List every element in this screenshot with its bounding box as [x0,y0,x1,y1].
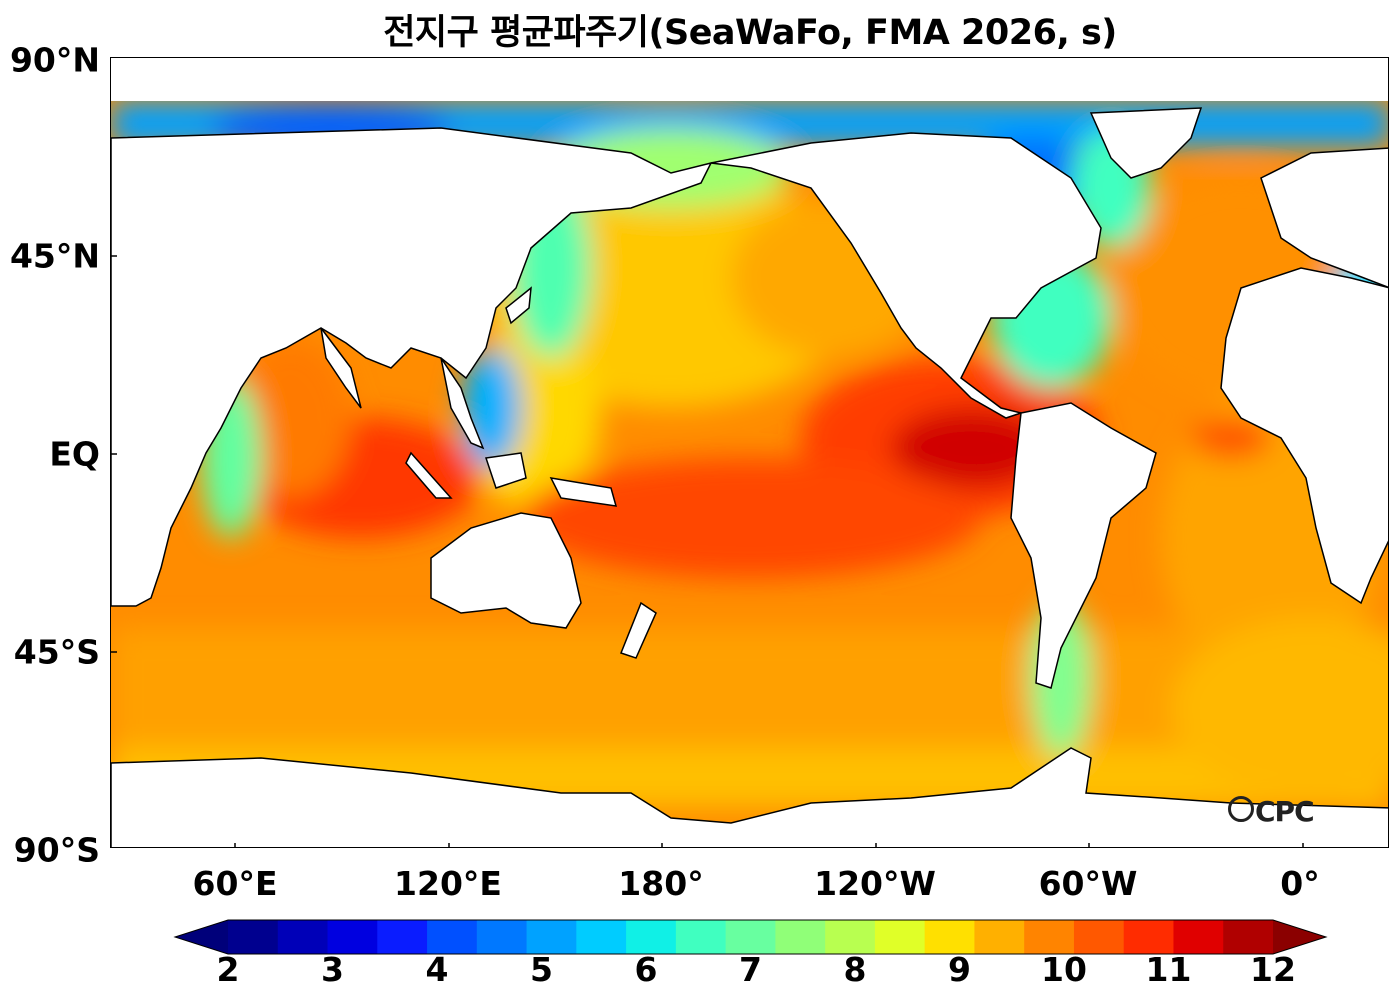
colorbar-under-arrow [175,920,228,954]
colorbar-bin [427,920,478,954]
lon-label-60w: 60°W [1038,864,1138,903]
map-title: 전지구 평균파주기(SeaWaFo, FMA 2026, s) [383,13,1117,53]
colorbar-bin [277,920,329,954]
colorbar-bin [874,920,926,954]
ocpc-logo-icon [1228,796,1254,822]
colorbar-bin [1223,920,1274,954]
colorbar-over-arrow [1273,920,1326,954]
colorbar-bin [327,920,378,954]
ocpc-logo: CPC [1228,795,1315,828]
lon-label-120e: 120°E [394,864,502,903]
colorbar-bin [626,920,677,954]
lat-label-90s: 90°S [13,830,100,870]
colorbar-bin [1173,920,1224,954]
lat-label-90n: 90°N [9,40,100,80]
wave-period-map [111,101,1388,847]
colorbar-tick-label: 12 [1250,950,1296,989]
colorbar-bin [228,920,279,954]
colorbar-bin [1024,920,1075,954]
colorbar-tick-label: 5 [530,950,553,989]
colorbar-tick-label: 3 [321,950,344,989]
axis-ticks [111,255,1304,847]
colorbar-bin [1123,920,1174,954]
colorbar-tick-label: 10 [1041,950,1087,989]
colorbar [173,919,1328,955]
colorbar-bin [377,920,428,954]
lon-label-180: 180° [618,864,704,903]
land-masses [111,107,1388,847]
wave-period-field [111,101,1388,847]
colorbar-bin [476,920,528,954]
colorbar-tick-label: 8 [843,950,867,989]
colorbar-tick-label: 11 [1145,950,1192,989]
lat-label-eq: EQ [49,434,100,474]
colorbar-tick-label: 7 [739,950,762,989]
colorbar-bin [1073,920,1125,954]
lon-label-120w: 120°W [814,864,936,903]
colorbar-bin [675,920,727,954]
lon-label-0: 0° [1280,864,1320,903]
colorbar-bin [725,920,776,954]
lat-label-45s: 45°S [13,632,100,672]
colorbar-bin [924,920,975,954]
colorbar-bin [825,920,876,954]
colorbar-tick-label: 9 [948,950,971,989]
colorbar-bin [576,920,627,954]
map-panel [110,57,1389,848]
colorbar-tick-label: 4 [425,950,449,989]
lon-label-60e: 60°E [192,864,278,903]
logo-text: CPC [1255,795,1315,828]
lat-label-45n: 45°N [9,236,100,276]
colorbar-tick-label: 6 [634,950,658,989]
colorbar-bin [775,920,826,954]
colorbar-bin [974,920,1025,954]
colorbar-bin [526,920,577,954]
colorbar-tick-label: 2 [216,950,240,989]
